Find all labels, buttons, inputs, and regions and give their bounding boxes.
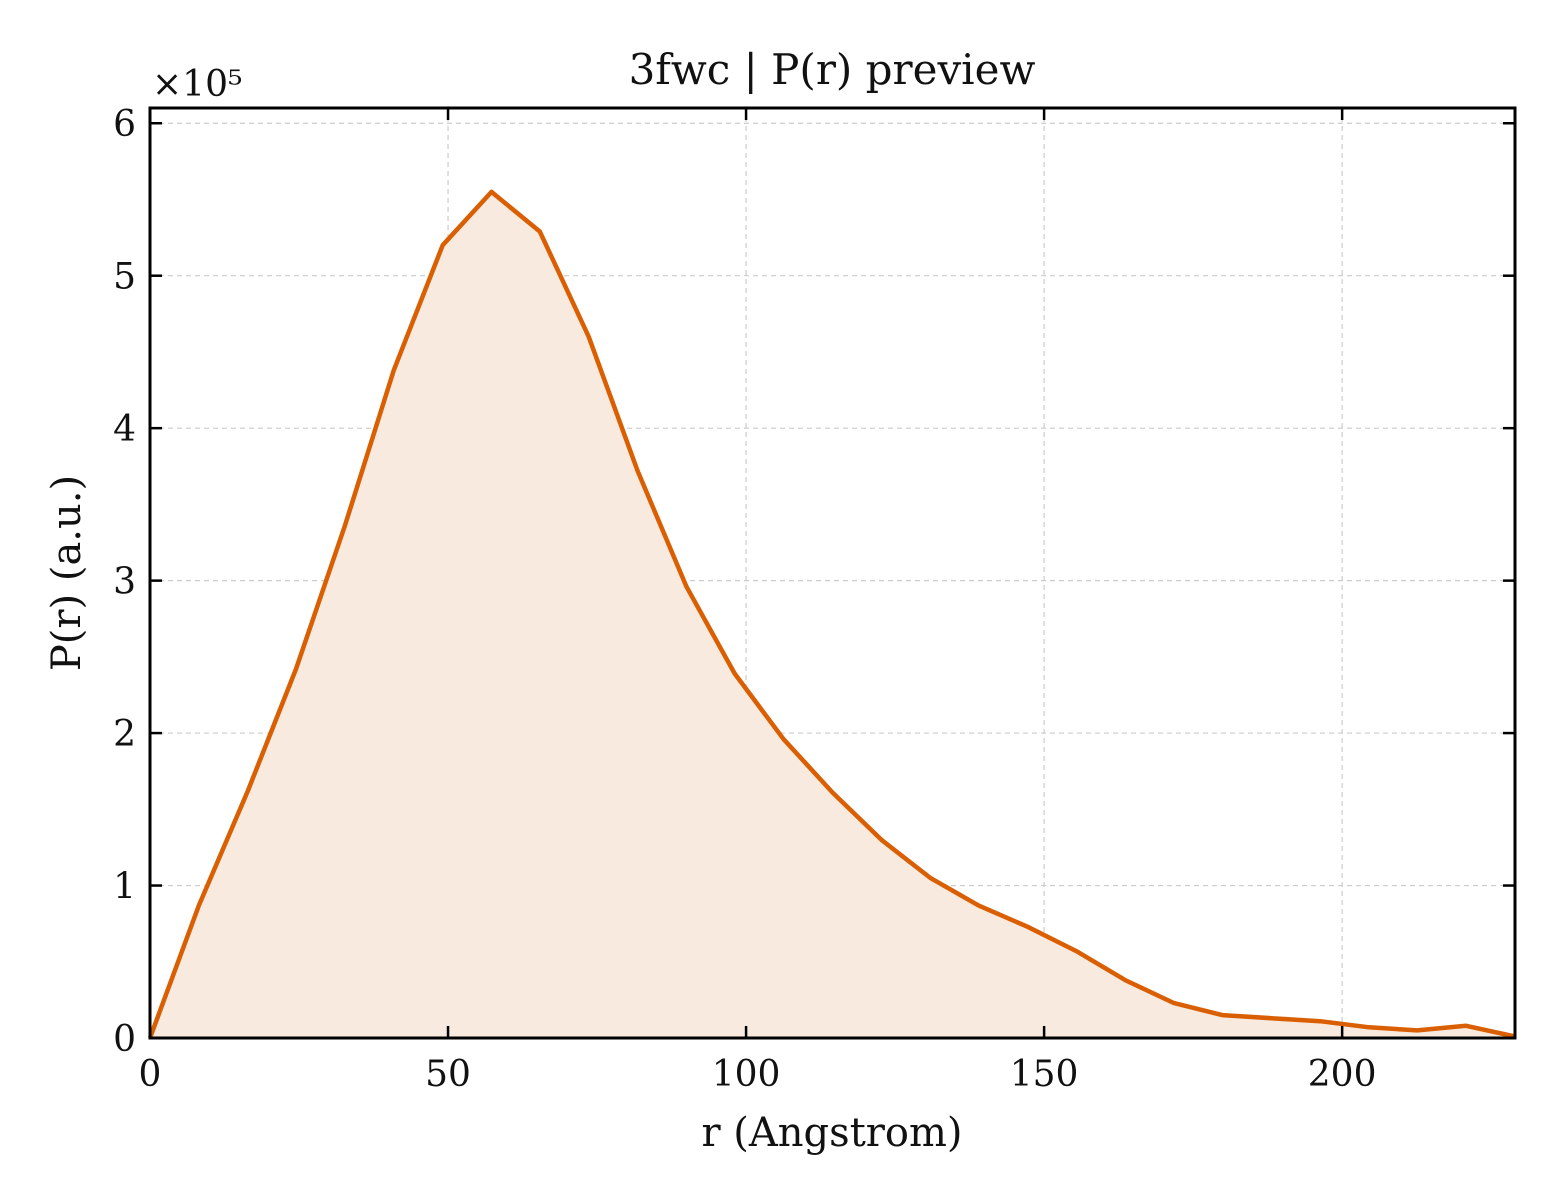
y-tick-label: 4 (113, 409, 136, 450)
x-tick-label: 150 (1010, 1054, 1079, 1095)
y-axis-label: P(r) (a.u.) (44, 475, 90, 671)
axis-ticks: 0 50 100 150 200 0 1 2 3 4 5 6 (113, 104, 1515, 1095)
x-tick-label: 100 (712, 1054, 781, 1095)
plot-frame (148, 106, 1517, 1040)
x-tick-label: 0 (139, 1054, 162, 1095)
y-tick-label: 1 (113, 867, 136, 908)
y-tick-label: 6 (113, 104, 136, 145)
x-tick-label: 200 (1308, 1054, 1377, 1095)
x-axis-label: r (Angstrom) (701, 1110, 962, 1156)
pr-area-fill (150, 191, 1515, 1038)
chart-title: 3fwc | P(r) preview (629, 45, 1036, 94)
y-scale-label: ×10⁵ (152, 64, 242, 105)
y-tick-label: 5 (113, 257, 136, 298)
x-tick-label: 50 (425, 1054, 471, 1095)
pr-curve-line (147, 189, 1516, 1039)
y-tick-label: 3 (113, 562, 136, 603)
y-tick-label: 0 (113, 1019, 136, 1060)
y-tick-label: 2 (113, 714, 136, 755)
